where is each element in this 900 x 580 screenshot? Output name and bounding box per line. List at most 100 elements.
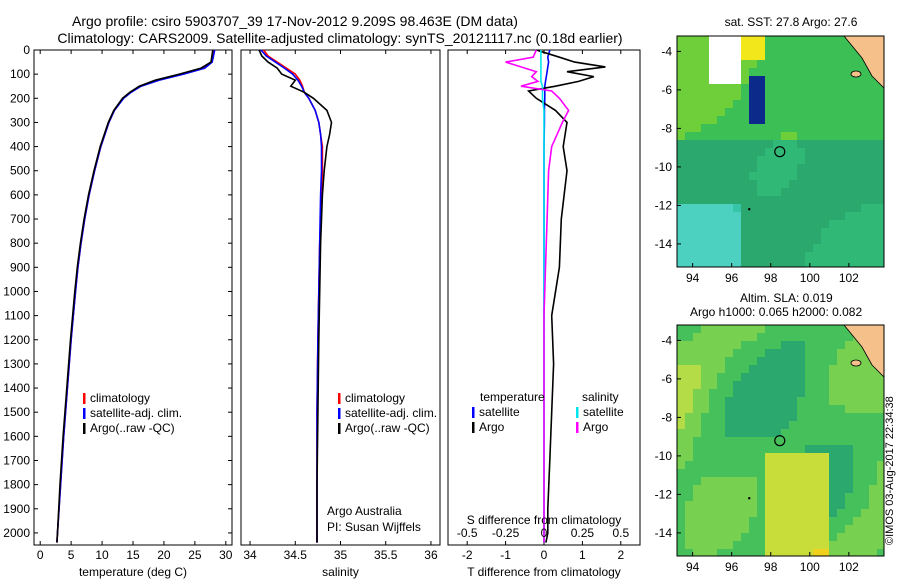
- map-cell: [765, 244, 773, 252]
- map-cell: [709, 156, 717, 164]
- title-line-2: Climatology: CARS2009. Satellite-adjuste…: [57, 30, 622, 46]
- map-cell: [725, 68, 733, 76]
- map-cell: [773, 252, 781, 260]
- map-cell: [725, 453, 733, 461]
- map-cell: [733, 148, 741, 156]
- map-cell: [717, 84, 725, 92]
- map-cell: [797, 493, 805, 501]
- map-cell: [741, 405, 749, 413]
- map-cell: [709, 365, 717, 373]
- map-cell: [693, 44, 701, 52]
- map-cell: [805, 204, 813, 212]
- map-cell: [805, 533, 813, 541]
- map-cell: [869, 445, 877, 453]
- map-cell: [709, 357, 717, 365]
- map-cell: [805, 525, 813, 533]
- x-tick-label: -2: [462, 548, 473, 562]
- map-cell: [725, 541, 733, 549]
- map-cell: [701, 501, 709, 509]
- map-cell: [877, 228, 884, 236]
- map-cell: [701, 373, 709, 381]
- map-cell: [869, 389, 877, 397]
- map-cell: [709, 477, 717, 485]
- map-cell: [685, 92, 693, 100]
- map-cell: [821, 461, 829, 469]
- map-cell: [701, 212, 709, 220]
- map-cell: [749, 124, 757, 132]
- map-cell: [845, 533, 853, 541]
- map-cell: [693, 172, 701, 180]
- map-cell: [773, 365, 781, 373]
- map-cell: [773, 84, 781, 92]
- map-cell: [837, 36, 845, 44]
- map-cell: [685, 244, 693, 252]
- map-cell: [789, 52, 797, 60]
- map-cell: [869, 180, 877, 188]
- map-cell: [677, 156, 685, 164]
- map-cell: [741, 341, 749, 349]
- map-cell: [765, 212, 773, 220]
- map-cell: [781, 260, 789, 267]
- map-cell: [869, 244, 877, 252]
- map-cell: [805, 228, 813, 236]
- map-cell: [733, 453, 741, 461]
- map-cell: [877, 244, 884, 252]
- map-cell: [749, 405, 757, 413]
- map-cell: [765, 525, 773, 533]
- map-cell: [797, 236, 805, 244]
- map-cell: [813, 52, 821, 60]
- map-cell: [853, 100, 861, 108]
- map-cell: [845, 493, 853, 501]
- map-cell: [693, 212, 701, 220]
- map-cell: [773, 485, 781, 493]
- map-cell: [757, 220, 765, 228]
- map-cell: [717, 140, 725, 148]
- map-cell: [789, 477, 797, 485]
- map-cell: [869, 541, 877, 549]
- map-cell: [877, 421, 884, 429]
- map-cell: [741, 236, 749, 244]
- map-cell: [773, 341, 781, 349]
- y-tick-label: 100: [10, 67, 30, 81]
- legend-swatch: [83, 423, 86, 434]
- map-cell: [685, 252, 693, 260]
- map-cell: [709, 341, 717, 349]
- map-cell: [821, 445, 829, 453]
- map-cell: [693, 469, 701, 477]
- map-cell: [773, 469, 781, 477]
- map-cell: [821, 252, 829, 260]
- map-cell: [829, 453, 837, 461]
- map-cell: [725, 405, 733, 413]
- map-cell: [781, 196, 789, 204]
- map-cell: [781, 477, 789, 485]
- map-cell: [717, 325, 725, 333]
- map-cell: [821, 381, 829, 389]
- map-cell: [685, 357, 693, 365]
- map-cell: [781, 36, 789, 44]
- map-cell: [781, 76, 789, 84]
- map-cell: [829, 437, 837, 445]
- map-cell: [805, 445, 813, 453]
- map-cell: [821, 509, 829, 517]
- map-cell: [805, 76, 813, 84]
- map-cell: [749, 84, 757, 92]
- map-cell: [853, 84, 861, 92]
- map-cell: [877, 461, 884, 469]
- map-cell: [813, 333, 821, 341]
- map-cell: [773, 413, 781, 421]
- top-tick-label: -0.25: [492, 526, 520, 540]
- map-cell: [757, 421, 765, 429]
- map-cell: [741, 100, 749, 108]
- map-cell: [765, 44, 773, 52]
- x-tick-label: 96: [725, 271, 739, 285]
- map-cell: [717, 44, 725, 52]
- map-cell: [813, 92, 821, 100]
- map-cell: [677, 525, 685, 533]
- map-cell: [685, 421, 693, 429]
- map-cell: [797, 453, 805, 461]
- map-cell: [749, 148, 757, 156]
- map-cell: [861, 549, 869, 556]
- map-cell: [741, 172, 749, 180]
- map-cell: [717, 525, 725, 533]
